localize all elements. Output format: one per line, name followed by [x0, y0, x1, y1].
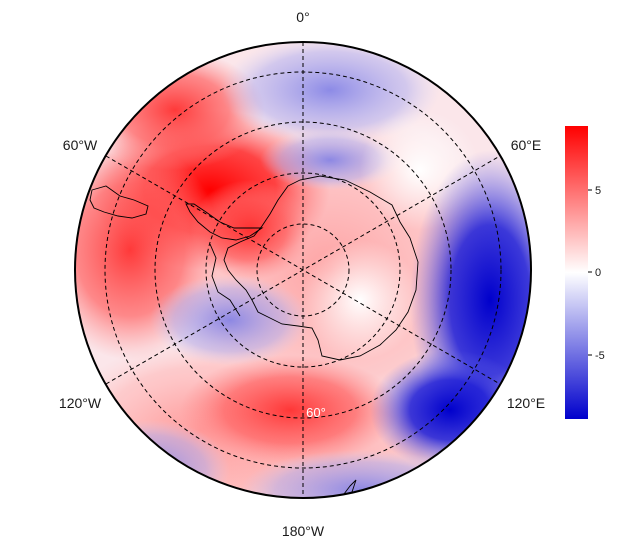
south-america-tip [89, 185, 149, 219]
antarctica-coastline [223, 175, 419, 361]
anomaly-field [75, 42, 531, 498]
lon-label-120e: 120°E [507, 395, 545, 411]
lon-label-60w: 60°W [63, 137, 98, 153]
antarctic-peninsula [185, 203, 264, 241]
colorbar: 5 0 -5 [565, 126, 605, 419]
lon-label-60e: 60°E [511, 137, 542, 153]
lon-label-120w: 120°W [59, 395, 102, 411]
lon-label-0: 0° [296, 9, 309, 25]
map-boundary [74, 41, 532, 499]
colorbar-gradient [565, 126, 588, 419]
graticule [104, 42, 502, 498]
colorbar-tick-neg5: -5 [595, 350, 605, 362]
lon-label-180: 180°W [282, 523, 325, 539]
colorbar-tick-5: 5 [595, 185, 601, 197]
lat-label-60: 60° [306, 405, 326, 420]
colorbar-tick-0: 0 [595, 267, 601, 279]
